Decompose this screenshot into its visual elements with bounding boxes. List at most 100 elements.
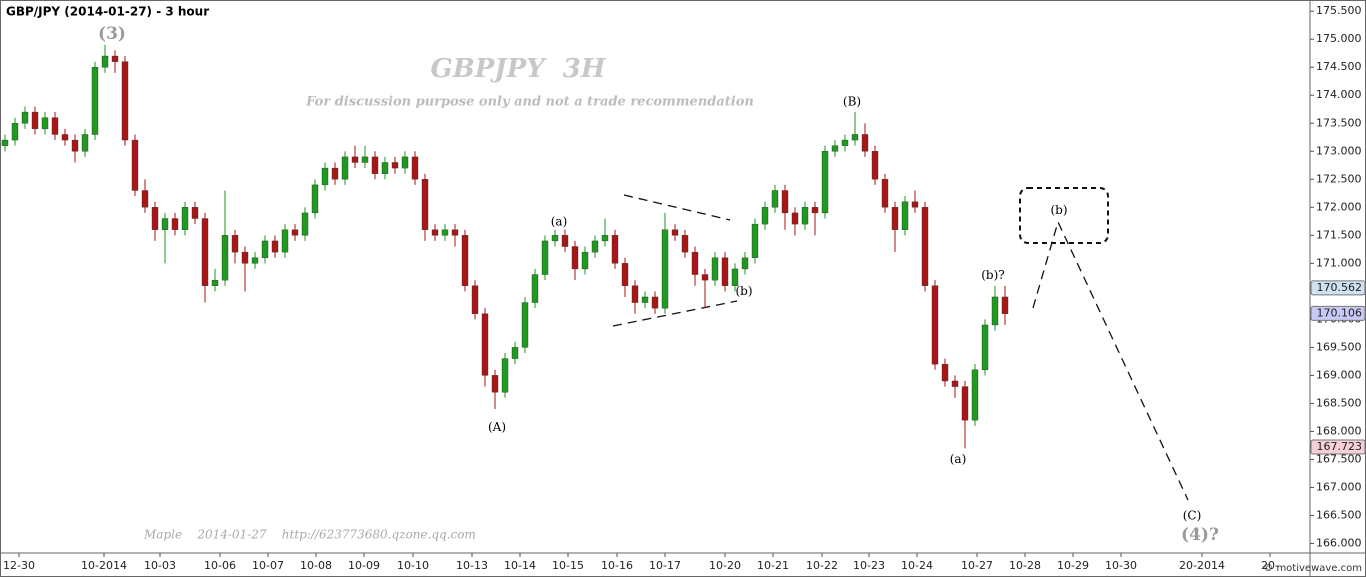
candle-body xyxy=(1001,296,1009,314)
wave-label: (A) xyxy=(488,420,506,434)
candle-body xyxy=(631,285,639,303)
x-tick-label: 10-07 xyxy=(252,559,284,572)
candle-body xyxy=(671,229,679,236)
candle-body xyxy=(241,251,249,264)
candle-body xyxy=(111,55,119,62)
y-tick-label: 175.000 xyxy=(1316,32,1362,45)
candle-body xyxy=(81,134,89,152)
candle-body xyxy=(591,240,599,253)
candle-body xyxy=(441,229,449,236)
candle-body xyxy=(1,139,9,146)
x-tick-label: 10-14 xyxy=(504,559,536,572)
x-tick-label: 10-21 xyxy=(757,559,789,572)
candle-body xyxy=(621,263,629,286)
candle-body xyxy=(891,207,899,230)
wave-label: (b)? xyxy=(981,268,1004,282)
wave-label: (C) xyxy=(1183,509,1202,523)
candle-body xyxy=(551,235,559,242)
candle-body xyxy=(541,240,549,275)
y-tick-label: 171.500 xyxy=(1316,228,1362,241)
candle-body xyxy=(791,212,799,225)
y-tick-label: 167.500 xyxy=(1316,452,1362,465)
candle-body xyxy=(751,223,759,258)
candle-body xyxy=(521,302,529,348)
candle-body xyxy=(741,257,749,270)
y-tick-label: 174.000 xyxy=(1316,88,1362,101)
candle-body xyxy=(361,156,369,163)
wave-label: (a) xyxy=(950,452,967,466)
x-tick-label: 10-28 xyxy=(1009,559,1041,572)
y-tick-label: 174.500 xyxy=(1316,60,1362,73)
y-tick-label: 169.500 xyxy=(1316,340,1362,353)
candle-body xyxy=(661,229,669,309)
candle-body xyxy=(291,229,299,236)
candle-body xyxy=(381,162,389,174)
candle-body xyxy=(471,285,479,314)
candle-body xyxy=(411,156,419,180)
y-tick-label: 172.500 xyxy=(1316,172,1362,185)
trend-line xyxy=(612,300,738,327)
target-box xyxy=(1019,187,1109,244)
candle-body xyxy=(841,139,849,146)
candle-body xyxy=(721,257,729,286)
candle-body xyxy=(221,235,229,281)
y-tick-label: 172.000 xyxy=(1316,200,1362,213)
x-tick-label: 10-29 xyxy=(1057,559,1089,572)
candle-body xyxy=(401,156,409,169)
x-tick-label: 10-15 xyxy=(552,559,584,572)
candle-body xyxy=(331,167,339,180)
wave-label: (4)? xyxy=(1181,525,1219,545)
candle-body xyxy=(301,212,309,236)
x-tick-label: 20-2014 xyxy=(1179,559,1225,572)
candle-body xyxy=(61,134,69,141)
candle-body xyxy=(861,134,869,152)
candle-body xyxy=(421,179,429,230)
plot: 166.000 166.500 167.000 167.500 168.000 168.5… xyxy=(1,4,1362,572)
candle-body xyxy=(851,134,859,141)
candle-body xyxy=(141,190,149,208)
candle-body xyxy=(391,162,399,169)
candle-body xyxy=(611,235,619,264)
candle-body xyxy=(901,201,909,230)
candle-body xyxy=(341,156,349,180)
candle-body xyxy=(961,386,969,421)
y-tick-label: 173.000 xyxy=(1316,144,1362,157)
candle-body xyxy=(71,139,79,152)
candle-body xyxy=(321,167,329,186)
y-tick-label: 168.000 xyxy=(1316,424,1362,437)
candle-body xyxy=(231,235,239,253)
candle-body xyxy=(761,207,769,225)
candle-body xyxy=(131,139,139,191)
candle-body xyxy=(601,235,609,242)
candle-body xyxy=(681,235,689,253)
x-tick-label: 10-13 xyxy=(456,559,488,572)
price-marker-label: 170.562 xyxy=(1317,281,1363,294)
x-tick-label: 10-2014 xyxy=(81,559,127,572)
candle-body xyxy=(161,218,169,230)
candle-body xyxy=(651,296,659,309)
y-tick-label: 175.500 xyxy=(1316,4,1362,17)
candle-body xyxy=(311,184,319,214)
x-tick-label: 10-06 xyxy=(204,559,236,572)
x-tick-label: 10-10 xyxy=(397,559,429,572)
price-marker xyxy=(1310,280,1366,296)
candle-body xyxy=(431,229,439,236)
candle-body xyxy=(641,296,649,303)
subtitle: For discussion purpose only and not a tr… xyxy=(305,95,754,110)
credit: Maple 2014-01-27 http://623773680.qzone.… xyxy=(143,528,476,542)
candle-body xyxy=(971,369,979,421)
wave-guides xyxy=(612,187,1189,501)
candle-body xyxy=(881,179,889,208)
x-tick-label: 20- xyxy=(1261,559,1279,572)
candle-body xyxy=(581,251,589,270)
candle-body xyxy=(181,207,189,230)
candle-body xyxy=(481,313,489,376)
candle-body xyxy=(871,151,879,180)
candle-body xyxy=(701,274,709,281)
candle-body xyxy=(511,347,519,359)
candle-body xyxy=(451,229,459,236)
price-marker xyxy=(1310,439,1366,455)
candle-body xyxy=(781,190,789,214)
